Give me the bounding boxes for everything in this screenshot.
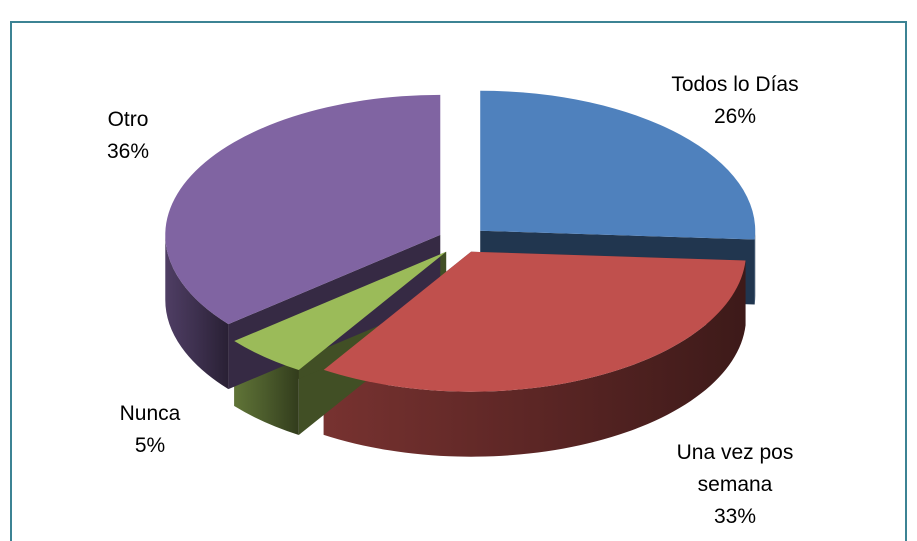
pie-label-1: Una vez pos semana 33% <box>677 441 794 528</box>
pie-slice-outer-wall-0 <box>754 230 756 305</box>
pie-label-text-1: Una vez pos <box>677 441 794 464</box>
pie-tops <box>165 90 756 392</box>
pie-label-text-2: Nunca <box>120 402 181 425</box>
pie-slice-outer-wall-1 <box>323 260 746 457</box>
pie-label-percent-0: 26% <box>714 105 756 128</box>
pie-slice-top-2 <box>234 251 447 371</box>
pie-label-percent-1: 33% <box>714 505 756 528</box>
pie-label-2: Nunca 5% <box>120 402 181 457</box>
pie-labels: Todos lo Días 26% Una vez pos semana 33% Nunc… <box>107 73 799 528</box>
pie-slice-top-1 <box>323 251 746 392</box>
pie-label-text-3: Otro <box>108 108 149 131</box>
pie-label-percent-3: 36% <box>107 140 149 163</box>
pie-slice-top-3 <box>165 94 441 325</box>
pie-label-text-1: semana <box>698 473 773 496</box>
pie-label-3: Otro 36% <box>107 108 149 163</box>
pie-label-0: Todos lo Días 26% <box>671 73 798 128</box>
pie-label-percent-2: 5% <box>135 434 165 457</box>
pie-slice-top-0 <box>480 90 756 240</box>
pie-label-text-0: Todos lo Días <box>671 73 798 96</box>
pie-chart: Todos lo Días 26% Una vez pos semana 33% Nunc… <box>107 73 799 528</box>
pie-slice-outer-wall-3 <box>165 234 229 390</box>
chart-frame: Todos lo Días 26% Una vez pos semana 33% Nunc… <box>10 21 907 541</box>
